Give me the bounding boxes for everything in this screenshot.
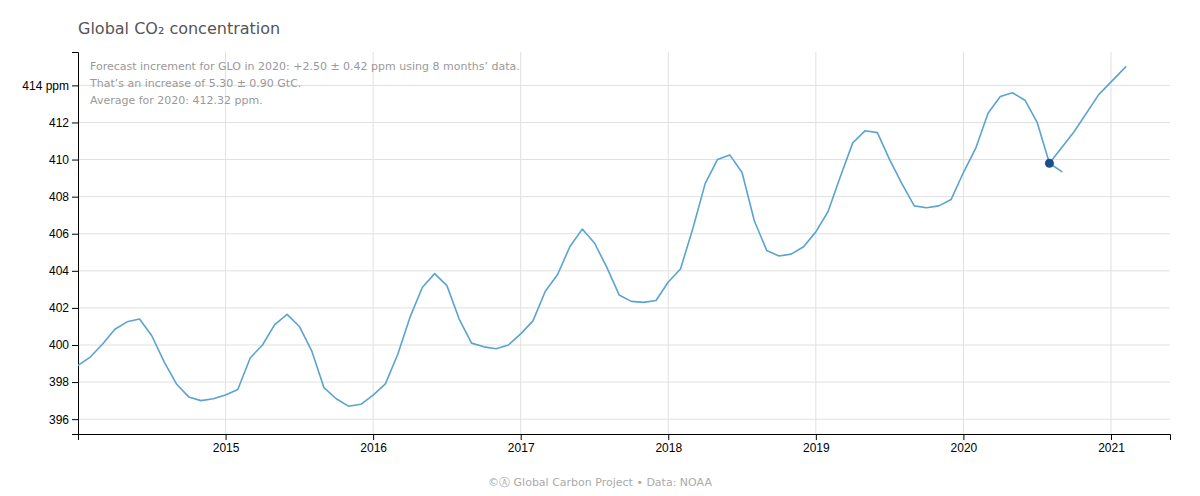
annotation-line: Forecast increment for GLO in 2020: +2.5… (90, 60, 520, 73)
tick: 2015 (213, 434, 240, 455)
grid-line-y (78, 382, 1170, 383)
grid-line-x (225, 52, 226, 434)
grid-line-y (78, 270, 1170, 271)
tick-label: 2018 (655, 441, 682, 455)
annotation-line: Average for 2020: 412.32 ppm. (90, 94, 263, 107)
tick-label: 396 (49, 413, 69, 427)
tick-mark (72, 271, 78, 272)
tick-label: 2021 (1098, 441, 1125, 455)
tick-label: 400 (49, 338, 69, 352)
tick: 414 ppm (22, 79, 78, 93)
tick: 410 (49, 153, 78, 167)
tick-mark (72, 419, 78, 420)
tick: 408 (49, 190, 78, 204)
line (1049, 67, 1125, 163)
y-axis: 396 398 400 402 404 406 408 410 412 414 ppm (22, 53, 78, 435)
tick: 396 (49, 413, 78, 427)
tick-label: 2020 (951, 441, 978, 455)
tick-label: 2015 (213, 441, 240, 455)
axis-line (72, 53, 79, 435)
tick-mark (72, 122, 78, 123)
tick: 2021 (1098, 434, 1125, 455)
chart: 2015 2016 2017 2018 2019 2020 2021 396 398 400 402… (0, 0, 1200, 496)
tick-mark (72, 345, 78, 346)
tick-mark (668, 434, 669, 440)
grid (78, 52, 1170, 434)
tick-label: 2016 (360, 441, 387, 455)
tick-mark (521, 434, 522, 440)
tick-mark (72, 308, 78, 309)
tick-label: 402 (49, 301, 69, 315)
tick-mark (816, 434, 817, 440)
grid-line-y (78, 159, 1170, 160)
tick: 2019 (803, 434, 830, 455)
grid-line-x (1110, 52, 1111, 434)
tick: 406 (49, 227, 78, 241)
tick-mark (963, 434, 964, 440)
grid-line-y (78, 419, 1170, 420)
tick-label: 404 (49, 264, 69, 278)
annotation: Forecast increment for GLO in 2020: +2.5… (89, 60, 520, 107)
axis-line (79, 435, 1171, 441)
tick-mark (1111, 434, 1112, 440)
tick: 398 (49, 375, 78, 389)
tick-mark (373, 434, 374, 440)
x-axis: 2015 2016 2017 2018 2019 2020 2021 (79, 434, 1171, 455)
grid-line-x (373, 52, 374, 434)
marks (78, 67, 1126, 406)
tick-mark (72, 234, 78, 235)
tick-label: 408 (49, 190, 69, 204)
tick: 2017 (508, 434, 535, 455)
grid-line-y (78, 122, 1170, 123)
grid-line-x (815, 52, 816, 434)
tick-label: 410 (49, 153, 69, 167)
point (1045, 159, 1054, 168)
plot-area: 2015 2016 2017 2018 2019 2020 2021 396 398 400 402… (22, 52, 1170, 455)
tick-label: 414 ppm (22, 79, 69, 93)
grid-line-y (78, 307, 1170, 308)
tick: 402 (49, 301, 78, 315)
tick: 2016 (360, 434, 387, 455)
tick-mark (72, 382, 78, 383)
tick-label: 412 (49, 116, 69, 130)
tick-mark (72, 160, 78, 161)
grid-line-y (78, 233, 1170, 234)
tick: 2020 (951, 434, 978, 455)
tick: 2018 (655, 434, 682, 455)
tick: 404 (49, 264, 78, 278)
tick-mark (226, 434, 227, 440)
grid-line-x (520, 52, 521, 434)
grid-line-x (668, 52, 669, 434)
tick: 412 (49, 116, 78, 130)
tick-mark (72, 197, 78, 198)
grid-line-y (78, 196, 1170, 197)
line (78, 93, 1062, 406)
footer: ©Ⓐ Global Carbon Project • Data: NOAA (488, 476, 712, 489)
tick-label: 398 (49, 375, 69, 389)
tick-label: 2019 (803, 441, 830, 455)
tick-mark (72, 85, 78, 86)
grid-line-x (963, 52, 964, 434)
tick-label: 2017 (508, 441, 535, 455)
tick: 400 (49, 338, 78, 352)
title: Global CO₂ concentration (78, 19, 280, 38)
annotation-line: That’s an increase of 5.30 ± 0.90 GtC. (89, 77, 301, 90)
grid-line-y (78, 344, 1170, 345)
tick-label: 406 (49, 227, 69, 241)
